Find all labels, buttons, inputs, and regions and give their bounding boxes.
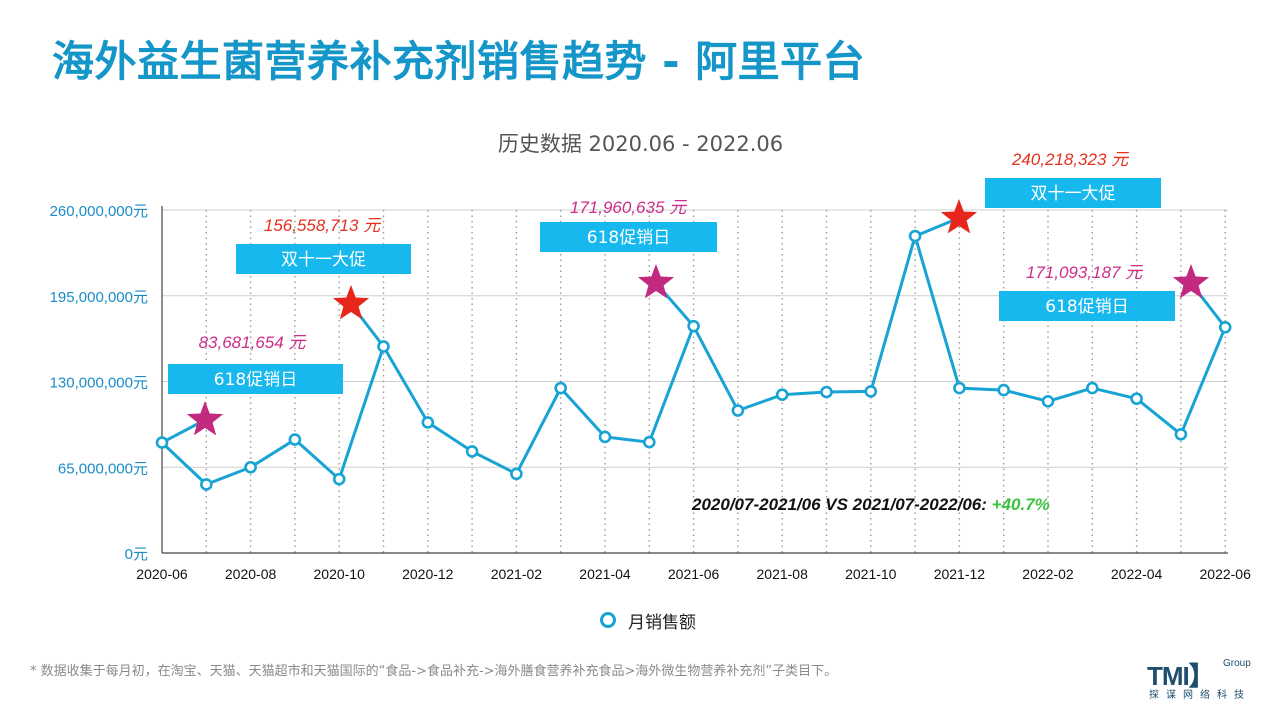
data-point — [820, 385, 833, 399]
data-point — [1130, 392, 1143, 405]
comparison-label: 2020/07-2021/06 VS 2021/07-2022/06: +40.… — [691, 495, 1050, 514]
x-tick-label: 2021-06 — [668, 566, 720, 582]
data-point — [997, 383, 1011, 397]
data-point — [244, 460, 257, 474]
data-point — [864, 385, 878, 398]
y-tick-label: 260,000,000元 — [50, 203, 148, 220]
x-tick-label: 2020-06 — [136, 566, 188, 582]
x-tick-label: 2022-02 — [1022, 566, 1074, 582]
x-tick-label: 2021-02 — [491, 566, 543, 582]
y-tick-label: 130,000,000元 — [50, 375, 148, 392]
y-tick-label: 65,000,000元 — [58, 460, 148, 477]
data-point — [377, 340, 390, 353]
star-icon — [186, 401, 224, 436]
callout-box — [236, 244, 411, 274]
data-point — [554, 381, 568, 395]
star-icon — [1172, 264, 1210, 299]
footnote: * 数据收集于每月初，在淘宝、天猫、天猫超市和天猫国际的“食品->食品补充->海… — [30, 664, 838, 679]
callout-label: 618促销日 — [587, 228, 670, 248]
legend-label: 月销售额 — [628, 612, 696, 633]
x-tick-label: 2021-04 — [579, 566, 631, 582]
peak-value-labels: 83,681,654 元 156,558,713 元 171,960,635 元 24… — [199, 150, 1145, 352]
x-tick-label: 2020-08 — [225, 566, 277, 582]
legend-marker-icon — [600, 612, 616, 628]
callout-box — [999, 291, 1175, 321]
y-tick-label: 0元 — [125, 546, 148, 563]
data-point — [1041, 394, 1055, 408]
x-tick-label: 2021-10 — [845, 566, 897, 582]
y-tick-labels: 0元 65,000,000元 130,000,000元 195,000,000元 260… — [50, 203, 148, 563]
data-point — [642, 435, 656, 449]
data-point — [908, 229, 922, 243]
chart-axes — [161, 206, 1228, 554]
peak-value-label: 83,681,654 元 — [199, 333, 308, 352]
data-point — [200, 478, 213, 491]
series-month-sales — [155, 229, 1232, 491]
star-icon — [332, 285, 370, 320]
callout-label: 双十一大促 — [281, 250, 366, 270]
x-tick-labels: 2020-06 2020-08 2020-10 2020-12 2021-02 2021-… — [136, 566, 1251, 582]
x-tick-label: 2022-06 — [1200, 566, 1252, 582]
callout-label: 618促销日 — [1045, 297, 1128, 317]
logo-group-text: Group — [1223, 658, 1251, 669]
star-icon — [940, 199, 978, 234]
data-point — [510, 467, 523, 481]
page-title: 海外益生菌营养补充剂销售趋势 - 阿里平台 — [52, 37, 866, 86]
x-tick-label: 2020-10 — [314, 566, 366, 582]
x-tick-label: 2021-08 — [757, 566, 809, 582]
company-logo: TMI】 Group 探谋网络科技 — [1147, 656, 1261, 701]
callout-box — [985, 178, 1161, 208]
x-tick-label: 2020-12 — [402, 566, 454, 582]
callout-label: 618促销日 — [214, 370, 297, 390]
peak-value-label: 240,218,323 元 — [1011, 150, 1130, 169]
yoy-comparison: 2020/07-2021/06 VS 2021/07-2022/06: +40.… — [691, 495, 1050, 514]
data-point — [775, 388, 789, 401]
data-point — [953, 381, 966, 395]
y-tick-label: 195,000,000元 — [50, 289, 148, 306]
callout-box — [168, 364, 343, 394]
logo-subtitle: 探谋网络科技 — [1149, 690, 1251, 701]
data-point — [421, 416, 435, 429]
data-point — [687, 319, 700, 333]
chart-legend[interactable]: 月销售额 — [600, 607, 696, 633]
peak-value-label: 171,960,635 元 — [570, 198, 688, 217]
data-point — [155, 436, 169, 449]
data-point — [1174, 427, 1188, 441]
logo-mark: TMI】 — [1147, 661, 1215, 691]
data-point — [288, 433, 302, 446]
data-point — [465, 445, 479, 458]
data-point — [332, 472, 346, 486]
callout-label: 双十一大促 — [1031, 184, 1116, 204]
x-tick-label: 2021-12 — [934, 566, 986, 582]
data-point — [1086, 381, 1099, 395]
data-point — [598, 430, 612, 444]
comparison-growth-value: +40.7% — [992, 495, 1050, 514]
peak-value-label: 171,093,187 元 — [1026, 263, 1144, 282]
data-point — [731, 404, 745, 417]
star-icon — [637, 264, 675, 299]
x-tick-label: 2022-04 — [1111, 566, 1163, 582]
chart-subtitle: 历史数据 2020.06 - 2022.06 — [497, 132, 784, 156]
callout-box — [540, 222, 717, 252]
event-stars — [186, 199, 1210, 436]
data-point — [1218, 320, 1232, 334]
peak-value-label: 156,558,713 元 — [264, 216, 382, 235]
